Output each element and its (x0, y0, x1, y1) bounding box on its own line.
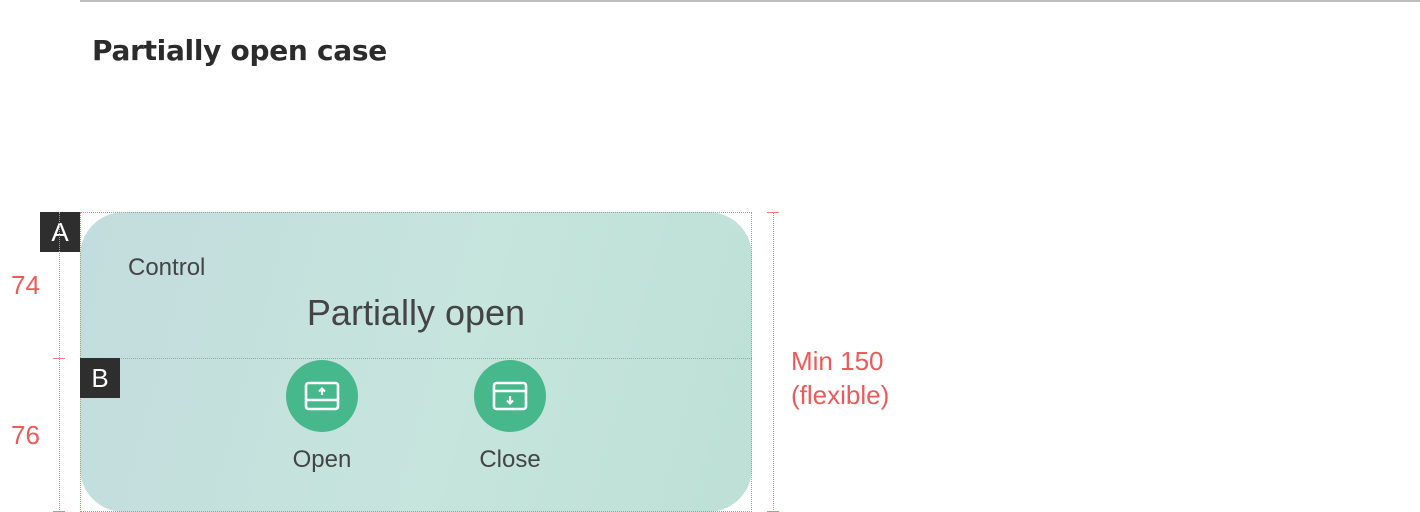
area-tag-b: B (80, 358, 120, 398)
close-action[interactable]: Close (450, 360, 570, 474)
bottom-area-height: 76 (11, 420, 40, 450)
area-tag-a: A (40, 212, 80, 252)
open-label: Open (292, 446, 352, 473)
area-divider (80, 358, 752, 359)
total-height-note: (flexible) (791, 380, 890, 410)
close-label: Close (479, 446, 541, 473)
right-dimension-line (773, 212, 774, 512)
state-text: Partially open (306, 292, 526, 333)
control-card: Control Partially open Open Close (80, 212, 752, 512)
total-height-value: Min 150 (791, 346, 884, 376)
left-dimension-line (59, 212, 60, 512)
left-mid-tick (53, 358, 65, 359)
section-title: Partially open case (92, 34, 387, 67)
open-action[interactable]: Open (262, 360, 382, 474)
control-label: Control (128, 254, 206, 281)
open-button[interactable] (286, 360, 358, 432)
card-guide-box (80, 212, 752, 512)
open-window-icon (304, 381, 340, 411)
top-area-height: 74 (11, 270, 40, 300)
close-window-icon (492, 381, 528, 411)
total-height-label: Min 150 (flexible) (791, 344, 889, 412)
right-top-tick (767, 212, 779, 213)
top-divider (80, 0, 1420, 2)
close-button[interactable] (474, 360, 546, 432)
